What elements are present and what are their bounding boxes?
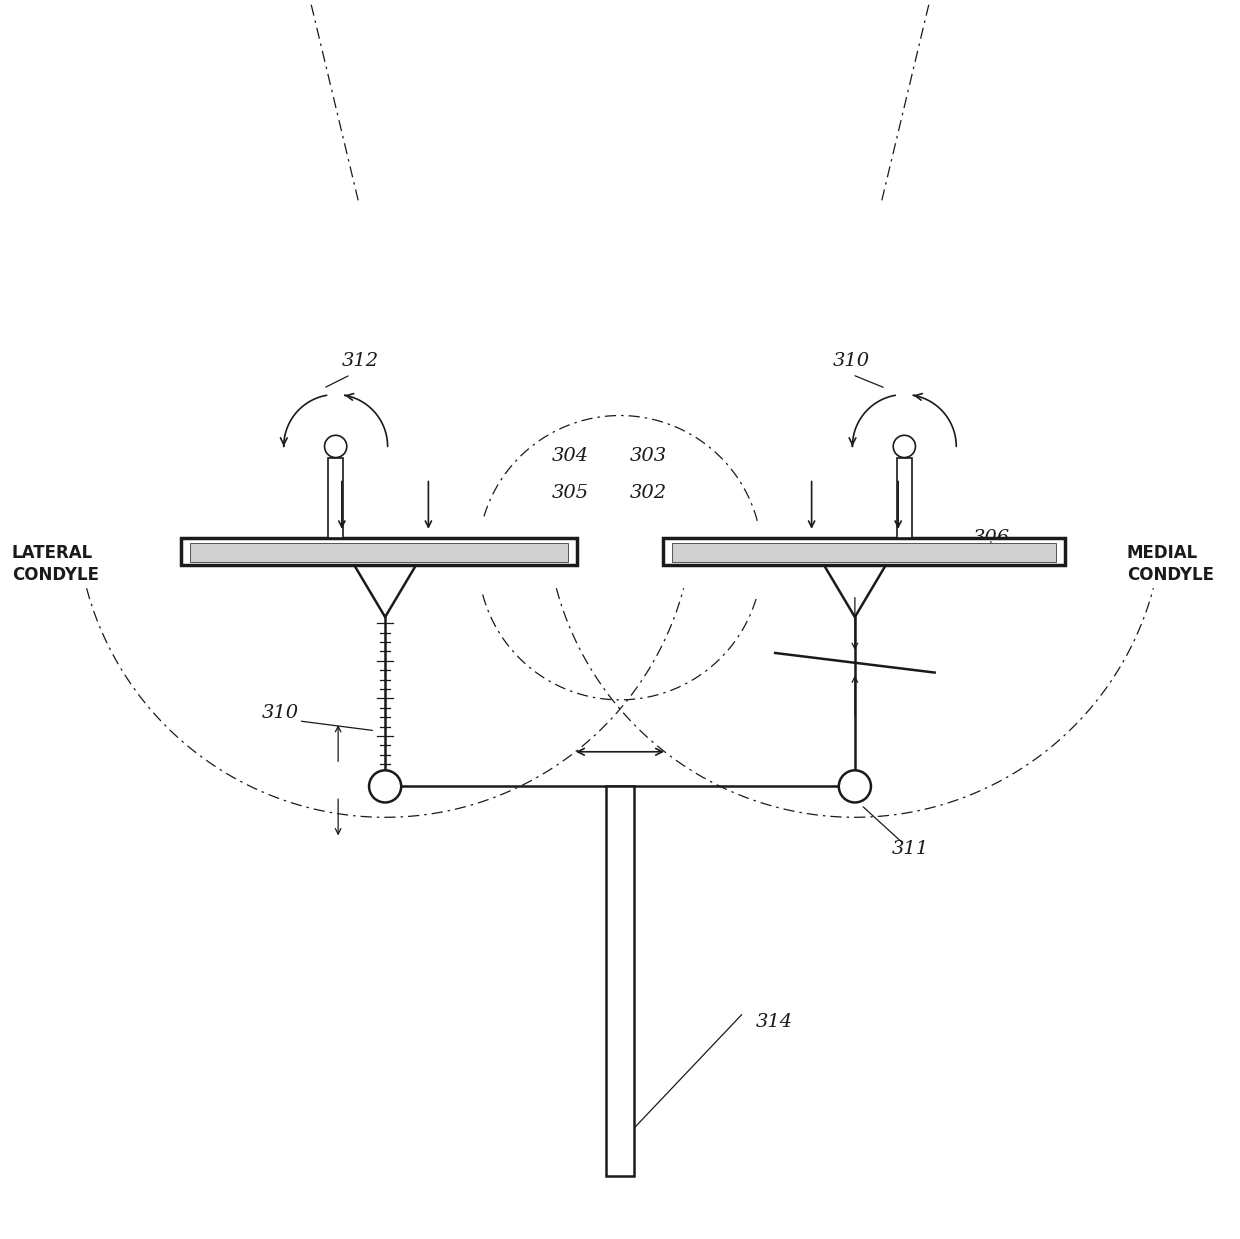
Text: 314: 314 <box>756 1014 794 1031</box>
Circle shape <box>893 435 915 457</box>
Bar <box>897 457 911 538</box>
Bar <box>181 538 577 565</box>
Circle shape <box>325 435 347 457</box>
Circle shape <box>838 771 870 803</box>
Text: LATERAL
CONDYLE: LATERAL CONDYLE <box>11 544 99 584</box>
Text: 310: 310 <box>832 352 869 370</box>
Text: 311: 311 <box>892 840 929 859</box>
Bar <box>663 538 1065 565</box>
Bar <box>329 457 343 538</box>
Bar <box>190 544 568 563</box>
Text: MEDIAL
CONDYLE: MEDIAL CONDYLE <box>1127 544 1214 584</box>
Text: 304: 304 <box>552 447 589 466</box>
Text: 312: 312 <box>342 352 379 370</box>
Circle shape <box>370 771 402 803</box>
Text: 302: 302 <box>630 484 667 502</box>
Text: 305: 305 <box>552 484 589 502</box>
Text: 306: 306 <box>972 529 1009 546</box>
Text: 303: 303 <box>630 447 667 466</box>
Bar <box>606 787 634 1176</box>
Text: 310: 310 <box>262 705 299 722</box>
Bar <box>672 544 1056 563</box>
